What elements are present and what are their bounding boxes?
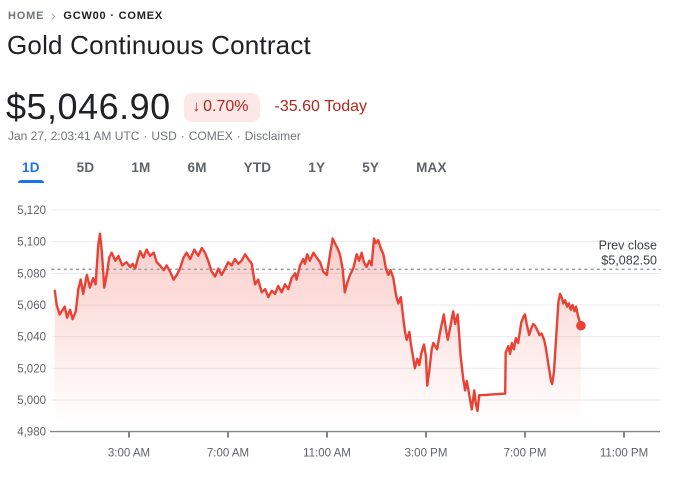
tab-1y[interactable]: 1Y xyxy=(306,158,327,183)
range-tabs: 1D 5D 1M 6M YTD 1Y 5Y MAX xyxy=(18,158,449,183)
disclaimer-link[interactable]: Disclaimer xyxy=(244,129,301,143)
quote-exchange: COMEX xyxy=(188,129,233,143)
tab-6m[interactable]: 6M xyxy=(186,158,209,183)
page-title: Gold Continuous Contract xyxy=(7,30,311,60)
last-price-dot xyxy=(576,320,586,331)
quote-currency: USD xyxy=(151,129,177,143)
meta-separator: · xyxy=(180,129,185,143)
meta-separator: · xyxy=(236,129,241,143)
prev-close-label: Prev close xyxy=(599,238,657,252)
price-chart[interactable]: 5,120 5,100 5,080 5,060 5,040 5,020 5,000 4,980… xyxy=(0,195,685,476)
breadcrumb-chevron-icon: › xyxy=(51,8,57,23)
breadcrumb-symbol: GCW00 · COMEX xyxy=(63,9,163,22)
change-period: Today xyxy=(324,98,368,115)
change-amount: -35.60 xyxy=(274,98,320,115)
y-axis-label: 5,020 xyxy=(17,363,46,375)
current-price: $5,046.90 xyxy=(6,86,171,127)
x-axis-label: 11:00 AM xyxy=(303,448,351,460)
y-axis-label: 5,040 xyxy=(17,332,46,344)
x-axis-label: 3:00 PM xyxy=(405,448,448,460)
breadcrumb-home-link[interactable]: HOME xyxy=(8,9,45,22)
x-axis-label: 11:00 PM xyxy=(600,448,648,460)
tab-ytd[interactable]: YTD xyxy=(242,158,274,183)
down-arrow-icon: ↓ xyxy=(192,98,201,115)
prev-close-value: $5,082.50 xyxy=(601,253,657,267)
price-line xyxy=(53,232,583,413)
x-axis-label: 7:00 PM xyxy=(504,448,547,460)
x-axis-label: 3:00 AM xyxy=(108,448,150,460)
y-axis-label: 5,120 xyxy=(17,205,46,217)
tab-1d[interactable]: 1D xyxy=(18,158,44,183)
change-amount-today: -35.60 Today xyxy=(275,98,368,116)
tab-5d[interactable]: 5D xyxy=(75,158,97,183)
breadcrumb: HOME › GCW00 · COMEX xyxy=(8,9,163,22)
change-percent-badge: ↓ 0.70% xyxy=(183,92,260,122)
y-axis-label: 5,100 xyxy=(17,237,46,249)
y-axis-label: 5,000 xyxy=(17,395,46,407)
tab-1m[interactable]: 1M xyxy=(129,158,152,183)
tab-max[interactable]: MAX xyxy=(414,158,449,183)
chart-canvas[interactable]: 5,120 5,100 5,080 5,060 5,040 5,020 5,000 4,980… xyxy=(0,195,685,476)
change-percent: 0.70% xyxy=(203,97,249,115)
y-axis-label: 4,980 xyxy=(17,427,46,439)
price-area-fill xyxy=(54,233,581,432)
quote-timestamp: Jan 27, 2:03:41 AM UTC xyxy=(8,129,140,143)
quote-meta: Jan 27, 2:03:41 AM UTC · USD · COMEX · Disclai… xyxy=(8,129,301,143)
price-row: $5,046.90 ↓ 0.70% -35.60 Today xyxy=(6,86,367,128)
y-axis-label: 5,080 xyxy=(17,268,46,280)
meta-separator: · xyxy=(143,129,148,143)
x-axis-label: 7:00 AM xyxy=(207,448,249,460)
tab-5y[interactable]: 5Y xyxy=(360,158,381,183)
y-axis-label: 5,060 xyxy=(17,300,46,312)
